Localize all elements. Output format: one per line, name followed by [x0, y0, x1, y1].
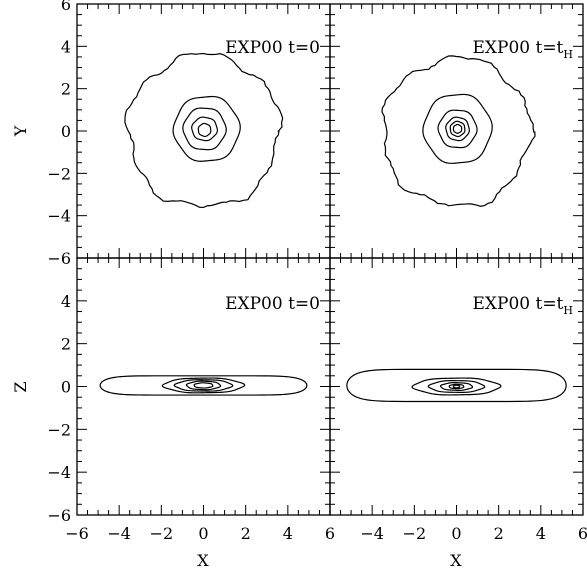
contour-line	[427, 380, 486, 393]
contour-line	[197, 122, 212, 138]
x-axis-title-left: X	[197, 551, 209, 570]
contour-line	[172, 95, 241, 162]
x-tick-label: 0	[451, 524, 461, 543]
y-axis-title-top: Y	[11, 125, 30, 137]
x-tick-label: 0	[198, 524, 208, 543]
y-tick-label: 0	[61, 378, 71, 397]
contour-line	[191, 116, 219, 142]
panel-label-main: EXP00 t=t	[473, 38, 564, 58]
panel-label: EXP00 t=0	[225, 294, 320, 314]
panel-3: −4 −2 0 2 4 6 EXP00 t=tH	[329, 257, 587, 543]
contour-line	[439, 382, 474, 391]
x-tick-label: −4	[360, 524, 384, 543]
x-tick-label: 6	[325, 524, 335, 543]
x-tick-label: 6	[578, 524, 587, 543]
x-axis-title-right: X	[450, 551, 462, 570]
contour-line	[411, 377, 502, 396]
x-tick-label: −2	[150, 524, 174, 543]
panel-label: EXP00 t=0	[225, 38, 320, 58]
contour-line	[193, 382, 214, 389]
contour-line	[99, 375, 308, 396]
y-tick-label: −6	[47, 249, 71, 268]
panel-label: EXP00 t=tH	[473, 294, 574, 317]
x-tick-label: 2	[494, 524, 504, 543]
x-tick-label: −4	[107, 524, 131, 543]
panel-0: −6 −4 −2 0 2 4 6 EXP00 t=0	[47, 0, 331, 268]
contour-line	[452, 123, 463, 134]
contour-line	[381, 55, 536, 207]
x-tick-label: −6	[65, 524, 89, 543]
contour-line	[182, 107, 227, 151]
contour-line	[185, 380, 222, 391]
panel-label-main: EXP00 t=t	[473, 294, 564, 314]
y-tick-label: −4	[47, 207, 71, 226]
contour-line	[422, 93, 493, 164]
panel-2: −6 −4 −2 0 2 4 −6 −4 −2 0 2 4 6 EXP00 t=0	[47, 257, 335, 543]
panel-label-subscript: H	[563, 304, 573, 317]
contour-line	[161, 377, 246, 394]
y-tick-label: 2	[61, 80, 71, 99]
y-tick-label: 4	[61, 292, 71, 311]
x-tick-label: 2	[241, 524, 251, 543]
contour-line	[448, 383, 465, 390]
y-tick-label: −2	[47, 164, 71, 183]
y-tick-label: −6	[47, 506, 71, 525]
contour-line	[449, 120, 466, 138]
contour-line	[124, 52, 284, 209]
panel-1: EXP00 t=tH	[329, 3, 584, 259]
contour-line	[452, 384, 461, 389]
x-tick-label: 4	[536, 524, 546, 543]
y-tick-label: 6	[61, 0, 71, 14]
contour-line	[346, 368, 567, 403]
y-tick-label: −4	[47, 463, 71, 482]
x-tick-label: −2	[403, 524, 427, 543]
contour-line	[445, 116, 470, 142]
y-tick-label: 4	[61, 37, 71, 56]
x-tick-label: 4	[283, 524, 293, 543]
contour-line	[173, 379, 234, 392]
y-tick-label: 2	[61, 335, 71, 354]
panel-label-subscript: H	[563, 48, 573, 61]
panel-label: EXP00 t=tH	[473, 38, 574, 61]
y-tick-label: 0	[61, 122, 71, 141]
y-tick-label: −2	[47, 420, 71, 439]
contour-line	[437, 109, 478, 149]
z-axis-title-bottom: Z	[11, 381, 30, 392]
